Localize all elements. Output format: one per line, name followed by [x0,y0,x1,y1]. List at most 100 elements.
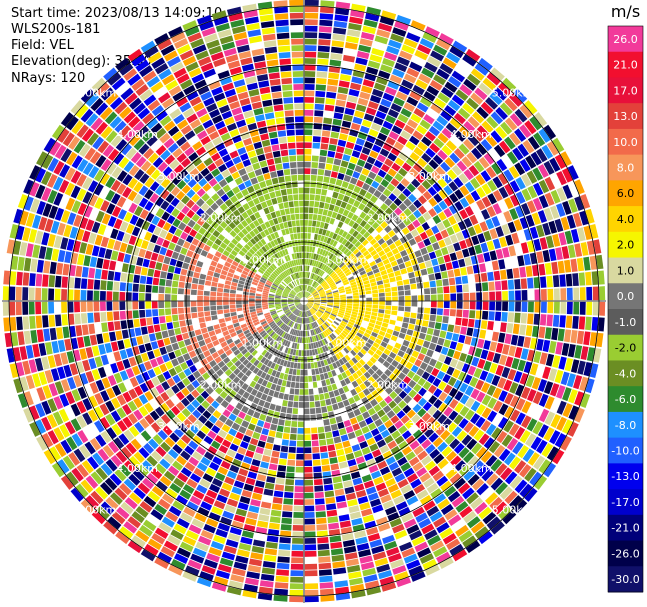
range-gate [35,315,43,329]
range-gate [391,359,399,368]
range-gate [326,307,333,310]
range-gate [391,347,400,355]
range-gate [152,277,160,286]
range-gate [268,293,275,297]
range-gate [298,350,302,356]
range-gate [296,303,301,308]
range-gate [206,342,214,350]
range-gate [443,301,450,309]
range-gate [307,302,314,305]
range-gate [329,281,335,286]
range-gate [307,233,311,240]
range-gate [211,10,227,20]
range-gate [282,432,290,440]
range-gate [329,177,337,185]
range-gate [454,402,464,413]
range-gate [270,310,277,314]
range-gate [596,332,604,348]
range-gate [422,211,432,221]
range-gate [410,364,419,373]
range-gate [483,360,492,372]
range-gate [362,250,370,257]
range-gate [139,500,153,513]
range-gate [384,287,391,293]
range-gate [100,106,113,120]
range-gate [534,289,541,301]
range-gate [364,520,377,530]
range-gate [113,351,122,362]
range-gate [589,363,599,379]
range-gate [186,270,194,277]
range-gate [147,242,155,252]
range-gate [304,583,319,590]
range-gate [325,98,336,105]
range-gate [320,235,325,242]
range-gate [29,165,41,180]
range-gate [158,92,171,104]
range-gate [418,262,426,270]
range-gate [442,173,453,184]
range-gate [164,308,172,316]
range-gate [561,168,573,183]
range-gate [380,494,392,504]
range-gate [196,130,208,140]
range-gate [456,430,468,442]
range-gate [432,154,444,165]
range-gate [202,473,214,483]
range-gate [304,596,319,603]
range-gate [127,48,143,62]
range-gate [266,213,273,221]
range-gate [351,357,358,364]
range-gate [367,186,376,195]
range-gate [380,269,388,276]
range-gate [255,301,262,304]
range-gate [287,302,294,304]
range-gate [357,131,368,140]
range-gate [161,493,175,505]
range-gate [121,329,129,339]
range-gate [313,305,319,309]
range-gate [250,177,259,185]
range-gate [293,505,304,512]
range-gate [458,125,471,138]
range-gate [212,456,223,466]
range-gate [570,228,580,243]
range-gate [55,275,62,288]
range-gate [379,148,390,158]
range-gate [259,160,268,168]
range-gate [406,524,420,535]
range-gate [123,211,133,223]
range-gate [210,335,218,342]
range-gate [301,291,303,298]
range-gate [67,377,77,390]
range-gate [508,290,515,301]
range-gate [173,113,185,125]
range-gate [439,330,447,339]
range-gate [373,82,386,92]
range-gate [165,193,175,204]
range-gate [296,343,300,350]
range-gate [192,141,203,151]
range-gate [77,253,85,266]
range-gate [224,368,233,377]
range-gate [82,359,91,372]
range-gate [386,238,394,246]
range-gate [283,289,290,294]
range-gate [326,503,337,511]
range-gate [327,278,333,284]
range-gate [43,449,56,465]
range-gate [579,210,589,226]
range-gate [241,188,249,197]
range-gate [353,450,363,458]
range-gate [221,551,236,561]
range-gate [207,270,214,277]
range-gate [326,438,334,445]
range-gate [405,435,416,445]
range-gate [556,187,567,202]
range-gate [211,315,218,321]
range-gate [273,363,280,371]
range-gate [307,303,313,307]
range-gate [48,314,56,327]
range-gate [241,228,249,236]
range-gate [255,203,263,211]
